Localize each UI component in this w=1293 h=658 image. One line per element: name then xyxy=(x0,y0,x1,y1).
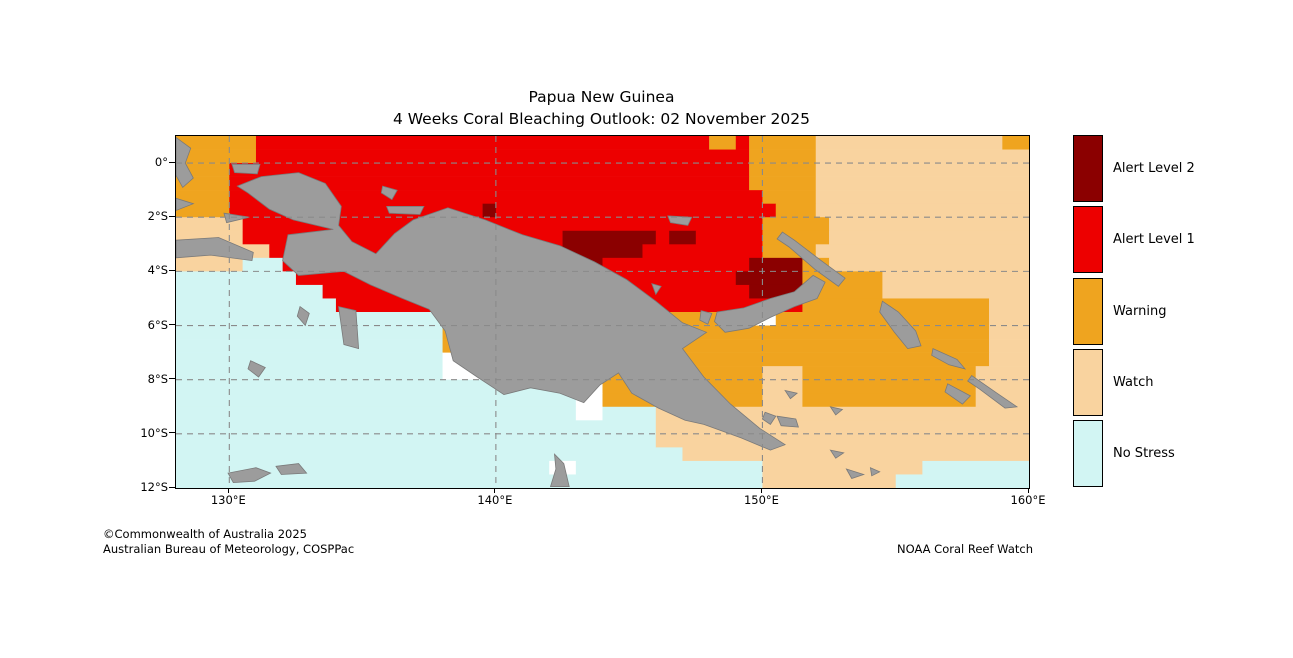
land-karkar xyxy=(651,282,662,296)
lat-tick-label-5: 10°S xyxy=(140,425,168,440)
lat-tick-label-0: 0° xyxy=(154,155,168,170)
figure-title: Papua New Guinea 4 Weeks Coral Bleaching… xyxy=(175,86,1028,130)
land-santa-isabel xyxy=(967,375,1019,409)
land-new-britain xyxy=(714,274,826,333)
legend-swatch-alert-level-1 xyxy=(1073,206,1103,274)
lat-tick-mark-5 xyxy=(169,432,175,434)
lat-tick-mark-1 xyxy=(169,215,175,217)
legend-label-alert-level-1: Alert Level 1 xyxy=(1113,232,1195,248)
land-trobriand xyxy=(784,389,798,400)
lon-tick-mark-2 xyxy=(760,488,762,493)
lon-tick-mark-0 xyxy=(227,488,229,493)
graticule xyxy=(176,136,1029,488)
land-biak xyxy=(380,185,398,201)
lon-tick-mark-3 xyxy=(1027,488,1029,493)
land-umboi xyxy=(699,310,713,325)
land-cape-york xyxy=(549,453,570,488)
lat-tick-mark-0 xyxy=(169,161,175,163)
legend-label-alert-level-2: Alert Level 2 xyxy=(1113,161,1195,176)
land-layer xyxy=(176,136,1019,488)
lon-tick-label-1: 140°E xyxy=(477,493,513,507)
land-obi xyxy=(176,197,195,211)
land-yapen xyxy=(386,206,425,215)
title-outlook: 4 Weeks Coral Bleaching Outlook: 02 Nove… xyxy=(392,110,811,128)
land-tagula xyxy=(845,468,865,479)
legend-label-warning: Warning xyxy=(1113,303,1167,319)
land-new-georgia xyxy=(944,383,972,405)
attribution-agency: Australian Bureau of Meteorology, COSPPa… xyxy=(103,542,355,556)
title-region: Papua New Guinea xyxy=(528,88,675,106)
land-tanimbar xyxy=(247,360,266,378)
lat-tick-mark-2 xyxy=(169,269,175,271)
lat-tick-mark-4 xyxy=(169,378,175,380)
legend-swatch-no-stress xyxy=(1073,420,1103,487)
land-choiseul xyxy=(931,348,967,370)
lat-tick-label-6: 12°S xyxy=(140,480,168,494)
attribution-copyright: ©Commonwealth of Australia 2025 xyxy=(103,527,308,541)
lon-tick-mark-1 xyxy=(494,488,496,493)
map-canvas xyxy=(176,136,1029,488)
land-misima xyxy=(829,449,845,459)
lat-tick-label-4: 8°S xyxy=(147,371,168,386)
land-aru xyxy=(338,306,360,350)
lat-tick-label-2: 4°S xyxy=(147,263,168,278)
legend-colorbar xyxy=(1073,135,1103,487)
attribution-block: ©Commonwealth of Australia 2025 Australi… xyxy=(103,527,354,557)
legend-labels: Alert Level 2 Alert Level 1 Warning Watc… xyxy=(1113,135,1195,487)
land-cobourg-peninsula xyxy=(275,463,308,475)
land-woodlark xyxy=(829,406,844,416)
land-bougainville xyxy=(879,300,922,350)
land-goodenough xyxy=(761,411,777,425)
legend-swatch-alert-level-2 xyxy=(1073,135,1103,202)
land-new-guinea-mainland xyxy=(236,172,786,451)
map-frame xyxy=(175,135,1030,489)
land-rossel xyxy=(869,467,881,477)
legend-swatch-warning xyxy=(1073,277,1103,345)
lat-tick-label-1: 2°S xyxy=(147,209,168,224)
land-seram xyxy=(176,237,254,262)
credit-noaa: NOAA Coral Reef Watch xyxy=(897,542,1033,556)
land-new-ireland xyxy=(776,231,846,287)
lon-tick-label-3: 160°E xyxy=(1010,493,1046,507)
land-kai xyxy=(296,305,310,327)
lat-tick-mark-6 xyxy=(169,486,175,488)
lon-tick-label-0: 130°E xyxy=(210,493,246,507)
land-misool xyxy=(223,212,250,224)
land-halmahera xyxy=(176,136,194,189)
land-waigeo xyxy=(231,163,261,175)
lon-tick-label-2: 150°E xyxy=(743,493,779,507)
lat-tick-label-3: 6°S xyxy=(147,317,168,332)
legend-label-watch: Watch xyxy=(1113,374,1154,390)
land-fergusson xyxy=(776,415,799,428)
land-melville-island xyxy=(227,467,272,484)
lat-tick-mark-3 xyxy=(169,324,175,326)
legend-label-no-stress: No Stress xyxy=(1113,446,1175,461)
legend-swatch-watch xyxy=(1073,348,1103,416)
